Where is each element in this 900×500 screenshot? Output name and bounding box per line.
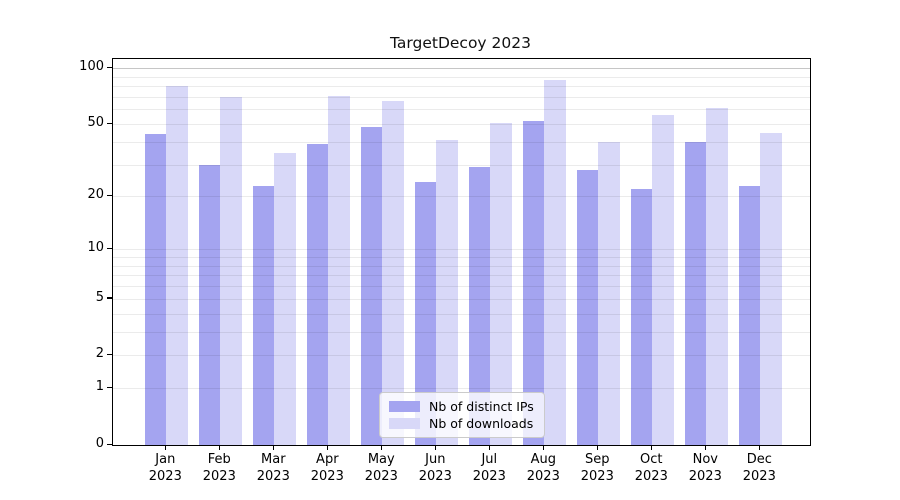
x-tick-label-feb: Feb 2023 [202,452,236,484]
bar-dec-distinct-ips [738,185,761,445]
chart-title: TargetDecoy 2023 [390,34,531,52]
y-tick-label-50: 50 [87,115,104,131]
gridline-90 [113,76,810,78]
bar-mar-downloads [274,152,296,445]
bar-aug-downloads [544,79,566,445]
x-tick-label-jan: Jan 2023 [148,452,182,484]
y-tick-mark-2 [107,353,112,356]
legend-entry-downloads: Nb of downloads [389,416,534,431]
x-tick-label-jun: Jun 2023 [418,452,452,484]
bar-sep-downloads [598,141,620,445]
x-tick-mark-nov [704,445,706,451]
x-tick-mark-jan [164,445,166,451]
y-tick-label-2: 2 [95,346,104,362]
legend: Nb of distinct IPs Nb of downloads [379,392,545,438]
y-tick-mark-20 [107,194,112,197]
x-tick-mark-jun [434,445,436,451]
x-tick-label-jul: Jul 2023 [472,452,506,484]
bar-feb-distinct-ips [198,164,221,445]
x-tick-label-oct: Oct 2023 [634,452,668,484]
plot-area: Nb of distinct IPs Nb of downloads [112,58,811,446]
x-tick-mark-may [380,445,382,451]
bar-jun-downloads [436,139,458,445]
x-tick-mark-jul [488,445,490,451]
x-tick-mark-mar [272,445,274,451]
bar-jan-distinct-ips [144,134,167,445]
gridline-70 [113,97,810,99]
x-tick-label-mar: Mar 2023 [256,452,290,484]
bar-may-distinct-ips [360,127,383,445]
gridline-100 [113,68,810,70]
bar-oct-distinct-ips [630,189,653,445]
y-tick-label-20: 20 [87,187,104,203]
bar-may-downloads [382,100,404,445]
bar-feb-downloads [220,97,242,445]
bar-dec-downloads [760,132,782,445]
legend-swatch-downloads [389,418,420,429]
bar-nov-distinct-ips [684,141,707,445]
x-tick-label-aug: Aug 2023 [526,452,560,484]
x-tick-label-may: May 2023 [364,452,398,484]
legend-label-distinct-ips: Nb of distinct IPs [429,399,534,414]
bar-nov-downloads [706,108,728,445]
bar-apr-downloads [328,95,350,445]
y-tick-mark-0 [107,443,112,445]
y-tick-mark-50 [107,122,112,124]
y-tick-label-5: 5 [95,289,104,305]
y-tick-label-1: 1 [95,379,104,395]
legend-swatch-distinct-ips [389,401,420,412]
x-tick-mark-aug [542,445,544,451]
bar-sep-distinct-ips [576,170,599,445]
x-tick-mark-apr [326,445,328,451]
y-tick-mark-5 [107,297,112,299]
x-tick-label-nov: Nov 2023 [688,452,722,484]
bar-mar-distinct-ips [252,185,275,445]
x-tick-mark-feb [218,445,220,451]
x-tick-mark-sep [596,445,598,451]
x-tick-mark-oct [650,445,652,451]
y-tick-mark-100 [107,66,112,69]
x-tick-mark-dec [758,445,760,451]
y-tick-mark-1 [107,386,112,389]
bar-jul-downloads [490,122,512,445]
bar-jun-distinct-ips [414,182,437,445]
bar-aug-distinct-ips [522,120,545,445]
bar-jan-downloads [166,86,188,445]
gridline-80 [113,86,810,88]
legend-label-downloads: Nb of downloads [429,416,534,431]
x-tick-label-sep: Sep 2023 [580,452,614,484]
y-tick-label-100: 100 [79,59,104,75]
y-tick-mark-10 [107,247,112,250]
bar-oct-downloads [652,115,674,445]
x-tick-label-apr: Apr 2023 [310,452,344,484]
bar-jul-distinct-ips [468,167,491,445]
x-tick-label-dec: Dec 2023 [742,452,776,484]
bar-apr-distinct-ips [306,143,329,445]
legend-entry-distinct-ips: Nb of distinct IPs [389,399,534,414]
y-tick-label-0: 0 [95,436,104,451]
y-tick-label-10: 10 [87,240,104,256]
